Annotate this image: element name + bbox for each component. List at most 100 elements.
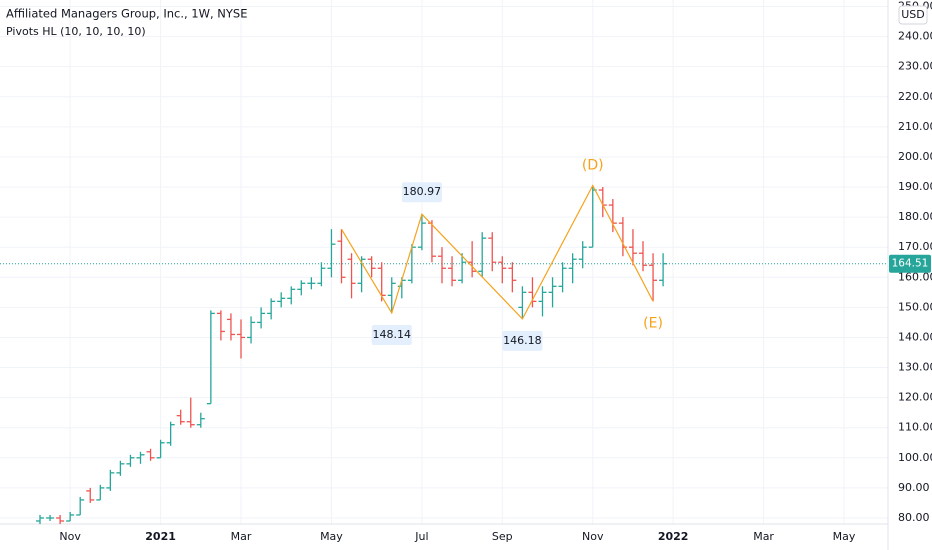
pivot-tag: (D) [582,158,604,174]
y-tick-label: 210.00 [898,120,932,133]
ohlc-bar [518,286,527,319]
ohlc-bar [417,214,426,251]
x-tick-label: Sep [492,530,513,543]
y-tick-label: 130.00 [898,361,932,374]
ohlc-bar [287,286,296,305]
ohlc-bar [76,496,85,516]
ohlc-bar [498,256,507,284]
ohlc-bar [176,409,185,425]
ohlc-bar [548,277,557,308]
x-tick-label: May [320,530,343,543]
y-tick-label: 80.00 [898,511,930,524]
ohlc-bar [347,253,356,299]
y-tick-label: 230.00 [898,60,932,73]
x-tick-label: Mar [231,530,252,543]
ohlc-bar [488,232,497,272]
ohlc-bar [659,253,668,287]
x-tick-label: Nov [59,530,81,543]
ohlc-bar [237,319,245,359]
ohlc-bar [196,412,205,428]
ohlc-bar [578,241,587,269]
ohlc-bar [438,247,446,284]
ohlc-bar [508,262,517,293]
indicator-label: Pivots HL (10, 10, 10, 10) [6,25,146,38]
ohlc-bar [56,514,65,524]
pivot-label-box [401,182,442,203]
ohlc-bar [46,514,55,521]
x-tick-label: 2021 [145,530,176,543]
ohlc-bar [66,511,75,522]
ohlc-bar [608,199,617,233]
pivot-label: 180.97 [403,185,442,198]
ohlc-bar [458,253,467,284]
ohlc-bar [317,262,326,287]
ohlc-bar [327,229,336,278]
y-tick-label: 170.00 [898,240,932,253]
x-tick-label: May [833,530,856,543]
y-tick-label: 90.00 [898,481,930,494]
ohlc-bar [247,316,256,344]
y-tick-label: 190.00 [898,180,932,193]
y-tick-label: 240.00 [898,30,932,43]
pivot-label: 146.18 [503,334,542,347]
ohlc-bar [86,487,95,503]
ohlc-bar [257,307,266,329]
ohlc-bar [528,277,537,308]
chart-title: Affiliated Managers Group, Inc., 1W, NYS… [6,7,248,21]
grid-layer [0,0,888,524]
ohlc-bar [146,448,155,461]
y-tick-label: 110.00 [898,421,932,434]
x-tick-label: Mar [753,530,774,543]
last-price-label: 164.51 [892,258,929,270]
ohlc-bar [377,262,386,302]
ohlc-bar [568,253,577,284]
last-price-tag [889,254,931,273]
ohlc-bar [337,229,346,284]
pivot-label-box [371,324,412,345]
ohlc-bar [448,256,457,287]
ohlc-bar [136,451,145,464]
ohlc-bar [216,310,225,341]
zigzag-line [340,184,654,320]
ohlc-bar [206,310,215,405]
x-tick-label: Jul [414,530,428,543]
y-tick-label: 200.00 [898,150,932,163]
ohlc-bar [478,232,487,278]
ohlc-bar [387,277,396,313]
ohlc-bar [639,241,647,272]
ohlc-bar [267,298,276,320]
y-tick-label: 160.00 [898,270,932,283]
ohlc-bar [106,469,115,491]
y-tick-label: 120.00 [898,391,932,404]
ohlc-bar [538,286,547,317]
ohlc-bar [186,397,195,428]
ohlc-bar [226,313,235,341]
y-tick-label: 140.00 [898,330,932,343]
y-tick-label: 100.00 [898,451,932,464]
ohlc-bar [297,280,306,296]
ohlc-bar [126,454,135,467]
pivot-label-box [502,330,543,351]
ohlc-bar [116,460,125,476]
ohlc-bar [36,514,44,524]
ohlc-bar [166,421,175,446]
ohlc-bar [367,256,376,278]
ohlc-bar [96,484,105,501]
y-tick-label: 180.00 [898,210,932,223]
y-tick-label: 150.00 [898,300,932,313]
ohlc-bar [628,229,637,266]
x-tick-label: 2022 [658,530,689,543]
pivot-tag: (E) [643,315,663,331]
ohlc-bar [407,244,416,284]
ohlc-bar [558,262,567,293]
currency-box [898,5,928,25]
ohlc-bar [649,253,658,302]
ohlc-bar [156,439,165,459]
ohlc-bar [277,292,286,308]
ohlc-bar [307,277,316,290]
x-tick-label: Nov [582,530,604,543]
y-tick-label: 220.00 [898,90,932,103]
pivot-label: 148.14 [373,328,412,341]
